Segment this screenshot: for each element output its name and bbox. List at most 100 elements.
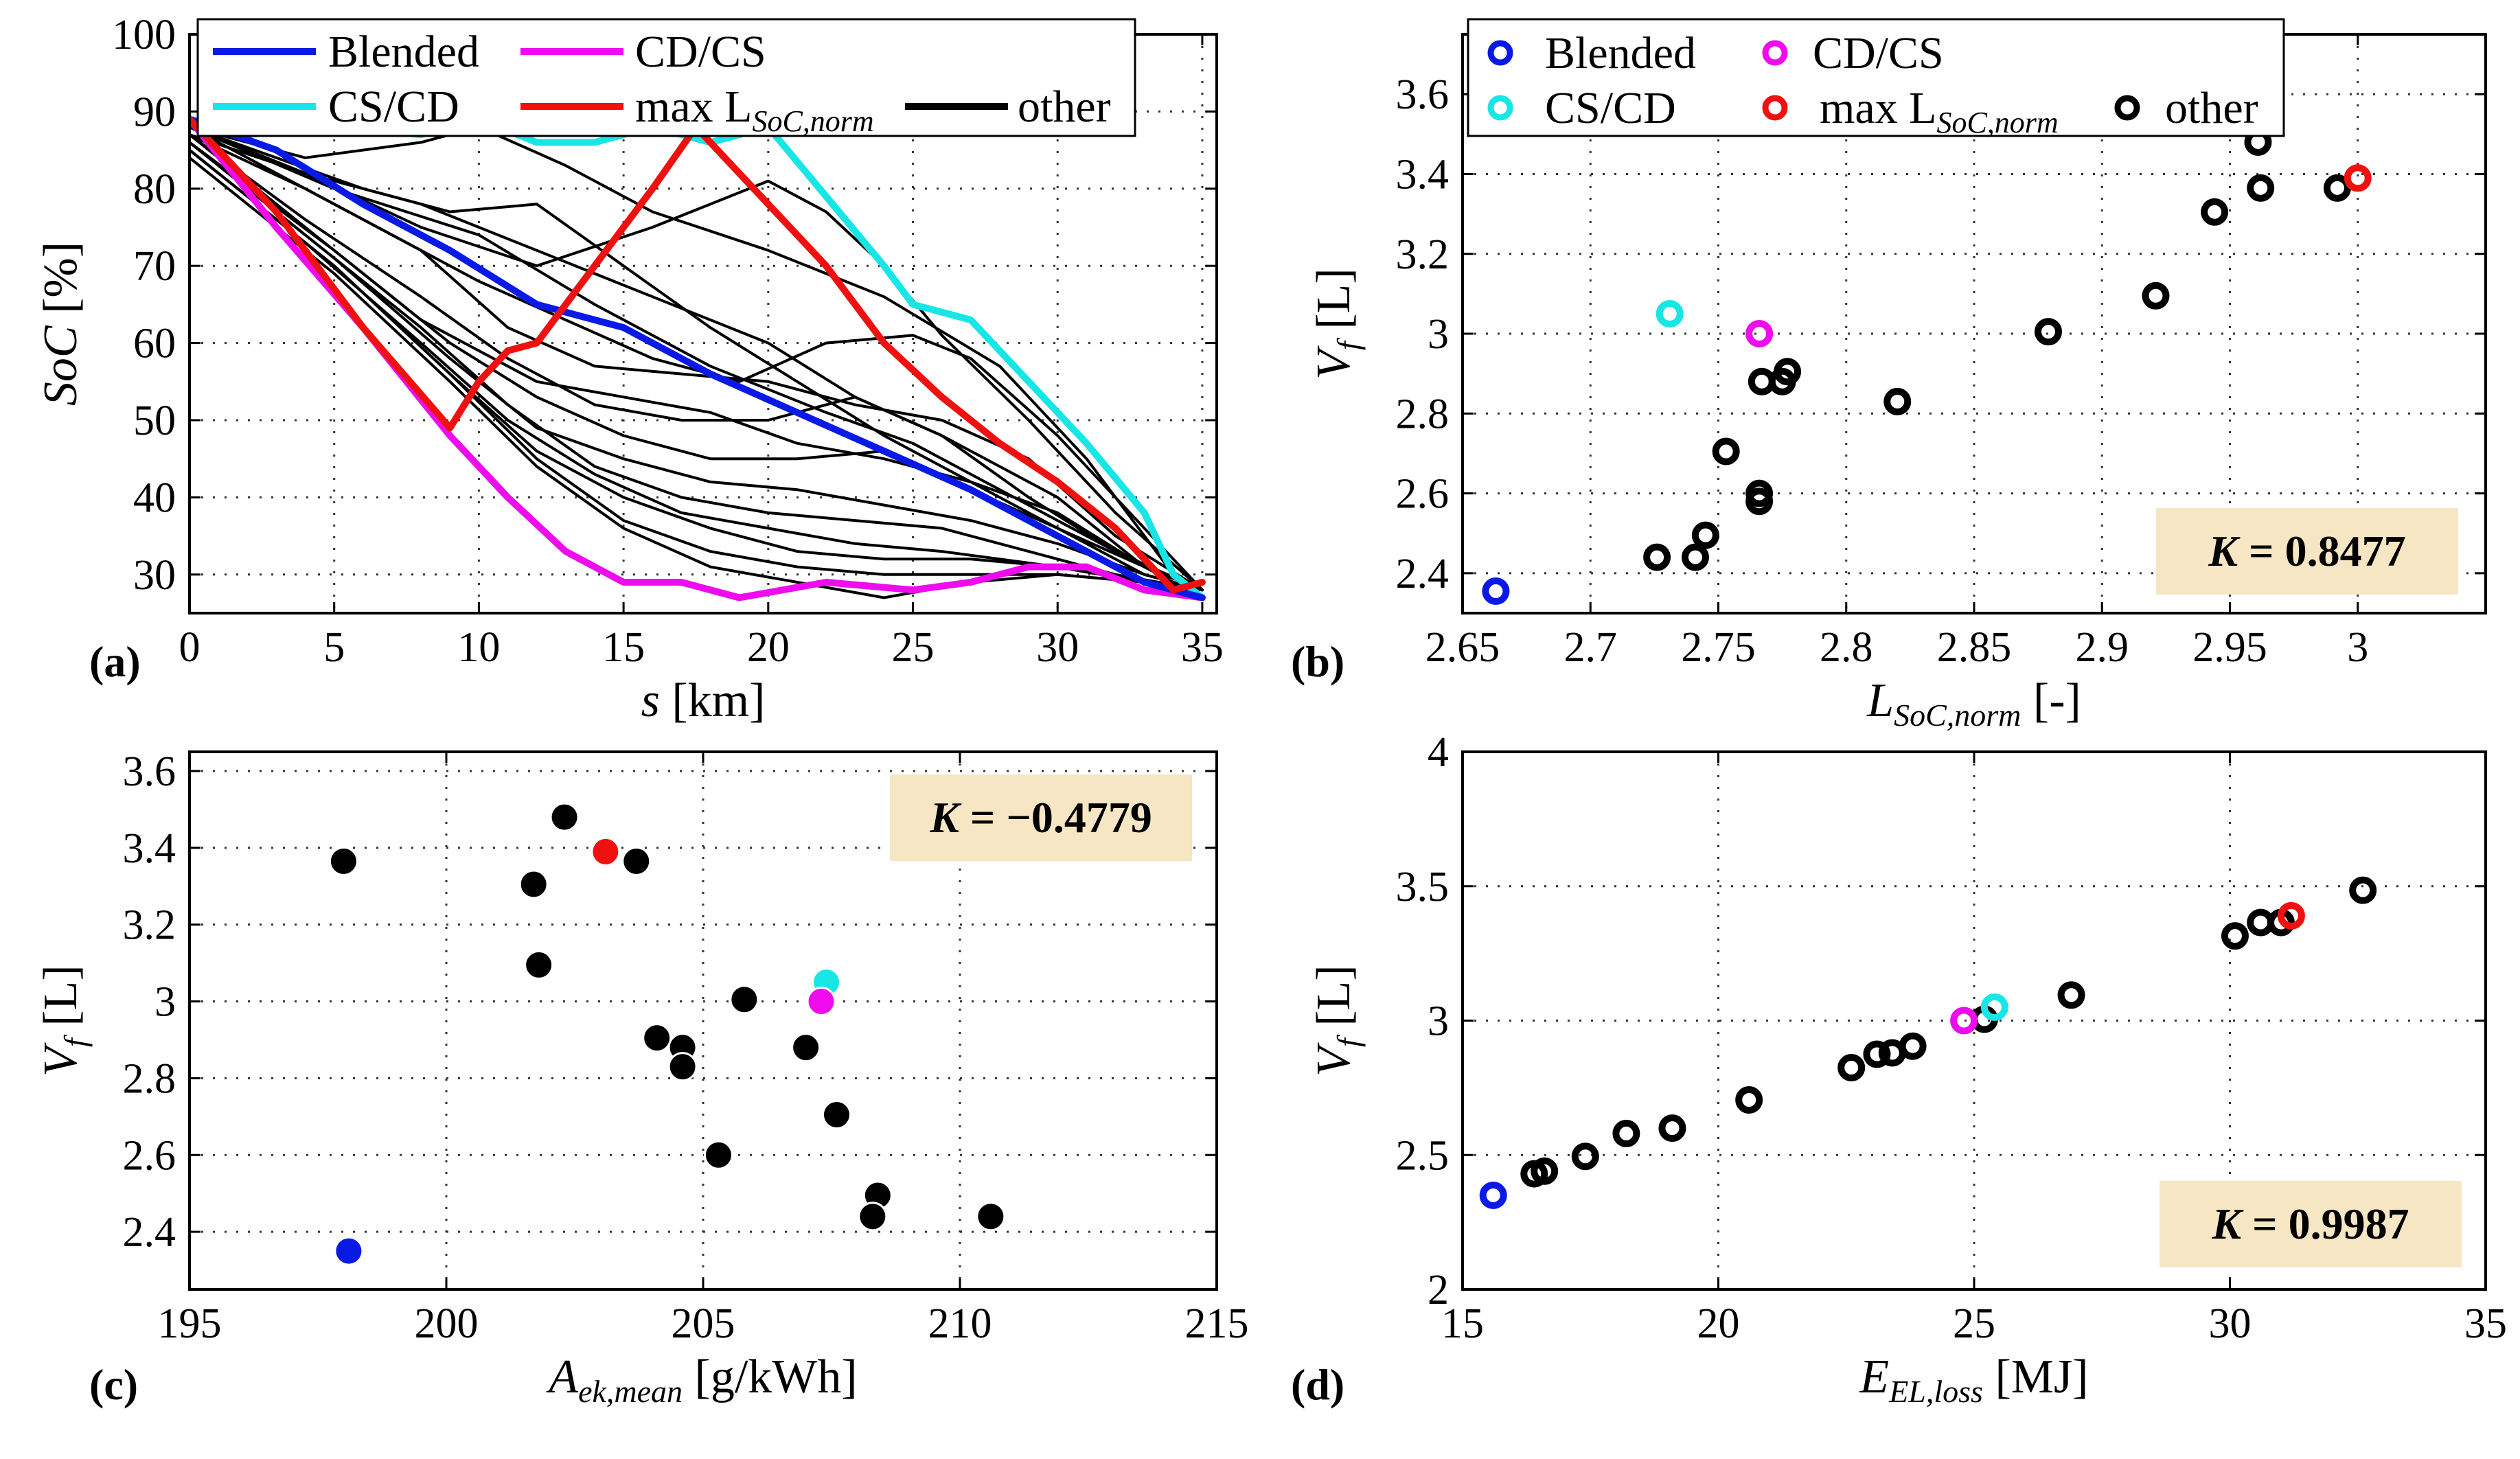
- x-tick-label: 10: [457, 624, 500, 671]
- series-line-other: [190, 125, 1204, 592]
- y-axis-label: Vf [L]: [1307, 268, 1366, 379]
- legend-label-maxl: max LSoC,norm: [635, 82, 874, 138]
- x-tick-label: 3: [2347, 624, 2368, 671]
- data-point-other: [328, 846, 358, 876]
- y-tick-label: 2.4: [1396, 551, 1450, 597]
- data-point-other: [1571, 1142, 1599, 1171]
- data-layer: [190, 115, 1206, 601]
- legend-frame: [1467, 18, 2285, 137]
- y-tick-label: 3.2: [1396, 231, 1450, 278]
- series-line-other: [190, 133, 1204, 592]
- y-tick-label: 2: [1428, 1267, 1449, 1313]
- data-point-blended: [334, 1236, 364, 1266]
- x-tick-label: 2.95: [2192, 624, 2267, 671]
- data-point-other: [2201, 198, 2229, 226]
- grid: [190, 752, 1217, 1289]
- x-tick-label: 5: [323, 624, 345, 671]
- correlation-box-bg: [890, 774, 1192, 861]
- data-point-other: [1774, 358, 1802, 386]
- correlation-box: K = 0.8477: [2156, 508, 2458, 595]
- x-axis-label: EEL,loss [MJ]: [1859, 1351, 2088, 1409]
- y-tick-label: 90: [133, 89, 176, 135]
- data-point-other: [2323, 174, 2351, 202]
- legend-label-blended: Blended: [328, 27, 479, 77]
- legend-marker-cdcs: [1762, 40, 1788, 66]
- y-axis-label: Vf [L]: [1307, 965, 1366, 1076]
- legend-label-cscd: CS/CD: [1545, 83, 1676, 133]
- series-line-other: [190, 125, 1204, 592]
- y-tick-label: 3: [154, 979, 176, 1026]
- legend-marker-other: [2114, 95, 2140, 121]
- panel-b: 2.65 2.7 2.75 2.8 2.85 2.9 2.95 3 2.4 2.6 2.8 3 3.2 3…: [1291, 33, 2487, 733]
- y-tick-label: 3.6: [123, 748, 176, 795]
- y-tick-label: 80: [133, 166, 176, 213]
- y-tick-label: 3.4: [1396, 151, 1450, 198]
- data-point-other: [1658, 1114, 1686, 1142]
- correlation-box: K = 0.9987: [2160, 1181, 2462, 1267]
- panel-label: (c): [89, 1360, 138, 1409]
- series-line-other: [190, 156, 1204, 599]
- data-point-cscd: [1656, 299, 1684, 328]
- data-layer: [1482, 128, 2372, 606]
- legend-label-blended: Blended: [1545, 28, 1696, 78]
- y-tick-label: 60: [133, 321, 176, 367]
- x-tick-label: 20: [1697, 1300, 1740, 1347]
- data-point-other: [1735, 1085, 1763, 1114]
- data-point-blended: [1479, 1181, 1507, 1209]
- x-axis-label: Aek,mean [g/kWh]: [546, 1351, 857, 1409]
- y-tick-label: 40: [133, 474, 176, 521]
- y-tick-label: 3.6: [1396, 71, 1450, 118]
- data-point-other: [1612, 1119, 1640, 1147]
- y-tick-label: 50: [133, 398, 176, 444]
- data-point-other: [2142, 282, 2170, 310]
- data-point-cdcs: [806, 987, 836, 1017]
- series-line-other: [190, 141, 1204, 592]
- legend-label-other: other: [1018, 82, 1111, 132]
- legend-label-cdcs: CD/CS: [1813, 28, 1944, 78]
- data-point-maxL: [591, 836, 621, 866]
- legend-label-cscd: CS/CD: [328, 82, 459, 132]
- tick-labels: 195 200 205 210 215 2.4 2.6 2.8 3 3.2 3.4 3.6: [123, 748, 1249, 1347]
- x-tick-label: 2.65: [1425, 624, 1500, 671]
- data-point-other: [2035, 318, 2063, 346]
- x-tick-label: 215: [1185, 1300, 1249, 1347]
- y-tick-label: 2.6: [123, 1132, 176, 1179]
- data-point-other: [621, 846, 652, 876]
- x-tick-label: 2.7: [1564, 624, 1618, 671]
- data-point-other: [2057, 981, 2085, 1009]
- correlation-value: K = 0.8477: [2208, 527, 2405, 575]
- data-point-other: [2247, 174, 2275, 202]
- legend-label-other: other: [2165, 83, 2258, 133]
- x-tick-label: 2.9: [2076, 624, 2129, 671]
- y-tick-label: 100: [112, 12, 176, 58]
- y-tick-label: 4: [1428, 729, 1449, 776]
- x-tick-label: 195: [158, 1300, 222, 1347]
- correlation-box: K = −0.4779: [890, 774, 1192, 861]
- panel-d: 15 20 25 30 35 2 2.5 3 3.5 4 EEL,loss [MJ] Vf [L] (d…: [1291, 729, 2507, 1409]
- x-axis-label: LSoC,norm [-]: [1866, 674, 2081, 733]
- data-point-other: [1837, 1054, 1866, 1082]
- x-tick-label: 35: [2464, 1300, 2507, 1347]
- data-point-other: [1691, 521, 1719, 549]
- legend-marker-maxl: [1762, 95, 1788, 121]
- y-tick-label: 3: [1428, 311, 1449, 358]
- data-point-other: [976, 1202, 1006, 1232]
- x-tick-label: 35: [1181, 624, 1224, 671]
- x-tick-label: 30: [1036, 624, 1079, 671]
- correlation-box-bg: [2156, 508, 2458, 595]
- correlation-value: K = 0.9987: [2211, 1199, 2409, 1248]
- legend-label-cdcs: CD/CS: [635, 27, 766, 77]
- data-point-other: [703, 1140, 733, 1170]
- tick-labels: 15 20 25 30 35 2 2.5 3 3.5 4: [1396, 729, 2508, 1347]
- data-point-other: [729, 985, 759, 1015]
- x-tick-label: 30: [2209, 1300, 2252, 1347]
- data-point-cscd: [1980, 993, 2008, 1021]
- data-point-cdcs: [1745, 320, 1774, 348]
- data-point-other: [642, 1023, 672, 1053]
- y-tick-label: 3.4: [123, 825, 176, 872]
- x-axis-label: s [km]: [641, 674, 766, 727]
- panel-label: (a): [89, 637, 141, 686]
- y-tick-label: 70: [133, 243, 176, 290]
- data-point-other: [549, 802, 580, 832]
